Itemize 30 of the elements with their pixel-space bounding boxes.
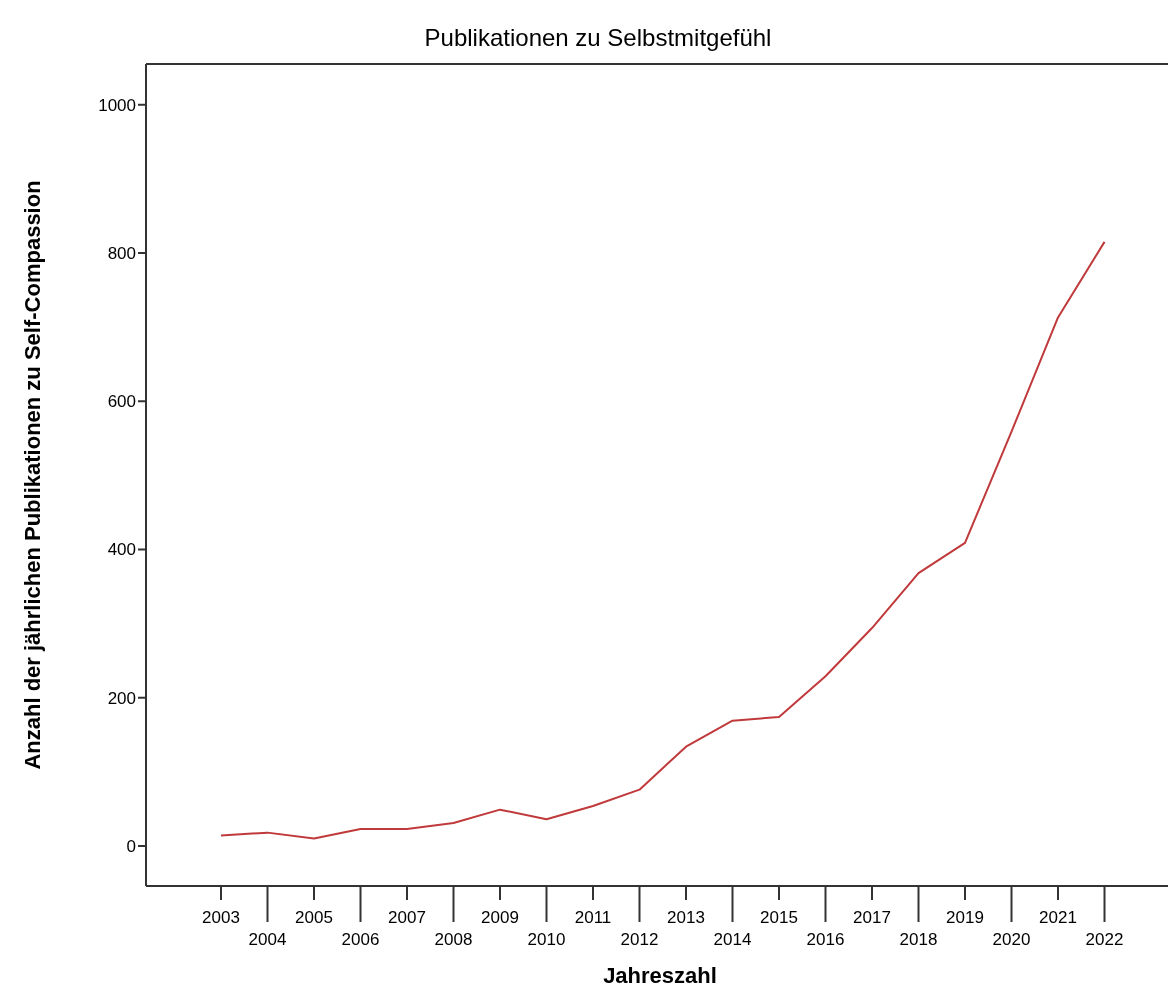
y-tick-label: 0 [126, 836, 136, 856]
x-tick-label: 2014 [713, 930, 752, 949]
x-tick-label: 2017 [853, 908, 891, 927]
x-tick-label: 2015 [760, 908, 798, 927]
x-tick-label: 2022 [1085, 930, 1124, 949]
y-tick-label: 200 [107, 688, 136, 708]
x-tick-label: 2019 [946, 908, 984, 927]
y-tick-label: 600 [107, 392, 136, 412]
x-tick-label: 2018 [899, 930, 938, 949]
x-tick-label: 2009 [481, 908, 519, 927]
y-axis-title: Anzahl der jährlichen Publikationen zu Self-Compassion [20, 180, 45, 770]
x-tick-label: 2006 [341, 930, 380, 949]
x-tick-label: 2008 [434, 930, 473, 949]
x-axis-title: Jahreszahl [603, 963, 717, 988]
x-tick-label: 2016 [806, 930, 845, 949]
y-tick-label: 1000 [98, 95, 136, 115]
chart-title: Publikationen zu Selbstmitgefühl [424, 24, 772, 51]
x-tick-label: 2021 [1039, 908, 1077, 927]
x-tick-label: 2004 [248, 930, 287, 949]
y-tick-label: 800 [107, 244, 136, 264]
y-tick-label: 400 [107, 540, 136, 560]
x-tick-label: 2012 [620, 930, 659, 949]
line-series [220, 240, 1106, 840]
x-tick-label: 2020 [992, 930, 1031, 949]
x-tick-label: 2013 [667, 908, 705, 927]
x-tick-label: 2003 [202, 908, 240, 927]
x-tick-label: 2007 [388, 908, 426, 927]
x-tick-label: 2011 [574, 908, 612, 927]
x-tick-label: 2005 [295, 908, 333, 927]
x-tick-label: 2010 [527, 930, 566, 949]
